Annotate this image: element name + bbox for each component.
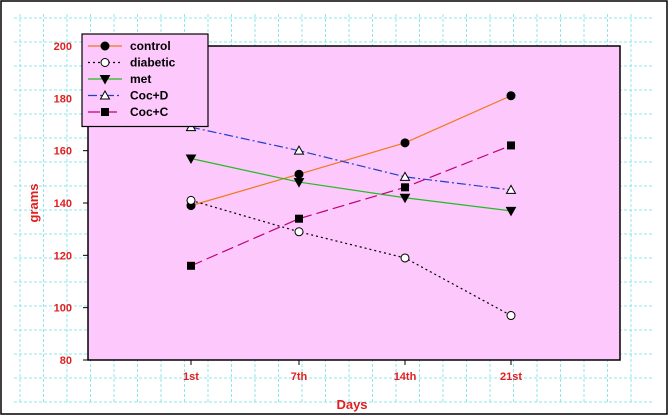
legend-marker <box>100 41 110 51</box>
data-point <box>506 311 516 321</box>
y-tick-label: 100 <box>54 303 72 315</box>
legend-label: diabetic <box>130 56 176 70</box>
data-point <box>399 171 411 181</box>
legend-label: Coc+D <box>130 89 169 103</box>
y-tick-label: 80 <box>60 355 72 367</box>
series-control <box>186 91 516 211</box>
data-point <box>399 193 411 204</box>
series-layer <box>185 91 517 321</box>
legend-marker <box>100 58 110 67</box>
data-point <box>293 178 305 188</box>
data-point <box>505 184 517 194</box>
data-point <box>295 214 303 223</box>
legend-entry: Coc+D <box>88 89 169 103</box>
legend-entry: diabetic <box>88 56 176 70</box>
legend-entry: control <box>88 39 171 53</box>
x-tick-label: 14th <box>394 371 417 383</box>
legend-marker <box>101 108 109 116</box>
data-point <box>294 169 304 179</box>
legend-label: Coc+C <box>130 105 169 119</box>
data-point <box>186 195 196 205</box>
x-axis-label: Days <box>336 397 367 412</box>
data-point <box>505 206 517 217</box>
series-line <box>190 157 512 212</box>
series-line <box>190 126 512 191</box>
series-Coc+D <box>185 121 517 194</box>
legend: control diabetic met Coc+D Coc+C <box>81 33 209 128</box>
data-point <box>507 141 515 150</box>
y-tick-label: 120 <box>54 250 72 262</box>
data-point <box>400 253 410 263</box>
data-point <box>185 154 197 165</box>
y-tick-label: 140 <box>54 198 72 210</box>
legend-entry: Coc+C <box>88 105 169 119</box>
x-axis-ticks: 1st 7th 14th 21st <box>183 360 522 383</box>
legend-entry: met <box>88 72 151 86</box>
series-diabetic <box>186 195 516 321</box>
data-point <box>187 261 195 270</box>
y-axis-label: grams <box>26 183 41 222</box>
y-tick-label: 200 <box>54 41 72 53</box>
data-point <box>401 183 409 192</box>
series-line <box>190 95 512 207</box>
series-met <box>185 154 517 217</box>
legend-label: control <box>130 39 171 53</box>
data-point <box>506 91 516 101</box>
y-tick-label: 180 <box>54 93 72 105</box>
x-tick-label: 1st <box>183 371 199 383</box>
series-line <box>190 199 512 317</box>
legend-label: met <box>130 72 151 86</box>
series-line <box>190 144 512 267</box>
x-tick-label: 7th <box>291 371 308 383</box>
y-tick-label: 160 <box>54 146 72 158</box>
legend-marker <box>99 75 111 85</box>
series-Coc+C <box>187 141 515 270</box>
data-point <box>400 138 410 148</box>
x-tick-label: 21st <box>500 371 522 383</box>
legend-marker <box>99 89 111 100</box>
data-point <box>293 145 305 155</box>
data-point <box>294 227 304 237</box>
y-axis-ticks: 80 100 120 140 160 180 200 <box>54 41 88 367</box>
